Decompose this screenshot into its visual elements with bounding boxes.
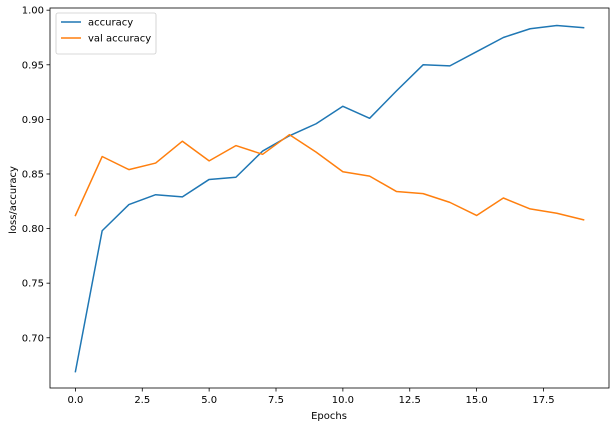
x-tick-label: 17.5 bbox=[532, 395, 554, 406]
x-tick-label: 12.5 bbox=[399, 395, 421, 406]
x-tick-label: 2.5 bbox=[134, 395, 150, 406]
y-tick-label: 0.95 bbox=[22, 60, 44, 71]
x-tick-label: 10.0 bbox=[332, 395, 354, 406]
legend-box bbox=[55, 12, 157, 55]
y-tick-label: 0.80 bbox=[22, 224, 44, 235]
series-line-0 bbox=[74, 24, 585, 373]
x-tick-label: 5.0 bbox=[201, 395, 217, 406]
ticks-layer: 0.0 2.5 5.0 7.5 10.0 12.5 15.0 17.5 0.70 0.75 0.80… bbox=[22, 6, 555, 406]
y-tick-label: 1.00 bbox=[22, 6, 44, 17]
y-tick-label: 0.85 bbox=[22, 169, 44, 180]
plot-frame bbox=[49, 7, 610, 389]
x-tick-label: 15.0 bbox=[465, 395, 487, 406]
legend: accuracy val accuracy bbox=[55, 12, 157, 55]
x-tick-label: 7.5 bbox=[268, 395, 284, 406]
y-tick-label: 0.75 bbox=[22, 279, 44, 290]
y-axis-label: loss/accuracy bbox=[8, 166, 19, 234]
series-line-1 bbox=[74, 133, 585, 221]
axes-layer bbox=[49, 7, 610, 389]
legend-label-1: val accuracy bbox=[88, 34, 151, 45]
y-tick-label: 0.70 bbox=[22, 333, 44, 344]
x-axis-label: Epochs bbox=[311, 411, 347, 422]
legend-label-0: accuracy bbox=[88, 18, 133, 29]
x-tick-label: 0.0 bbox=[67, 395, 83, 406]
y-tick-label: 0.90 bbox=[22, 115, 44, 126]
series-layer bbox=[74, 24, 585, 373]
